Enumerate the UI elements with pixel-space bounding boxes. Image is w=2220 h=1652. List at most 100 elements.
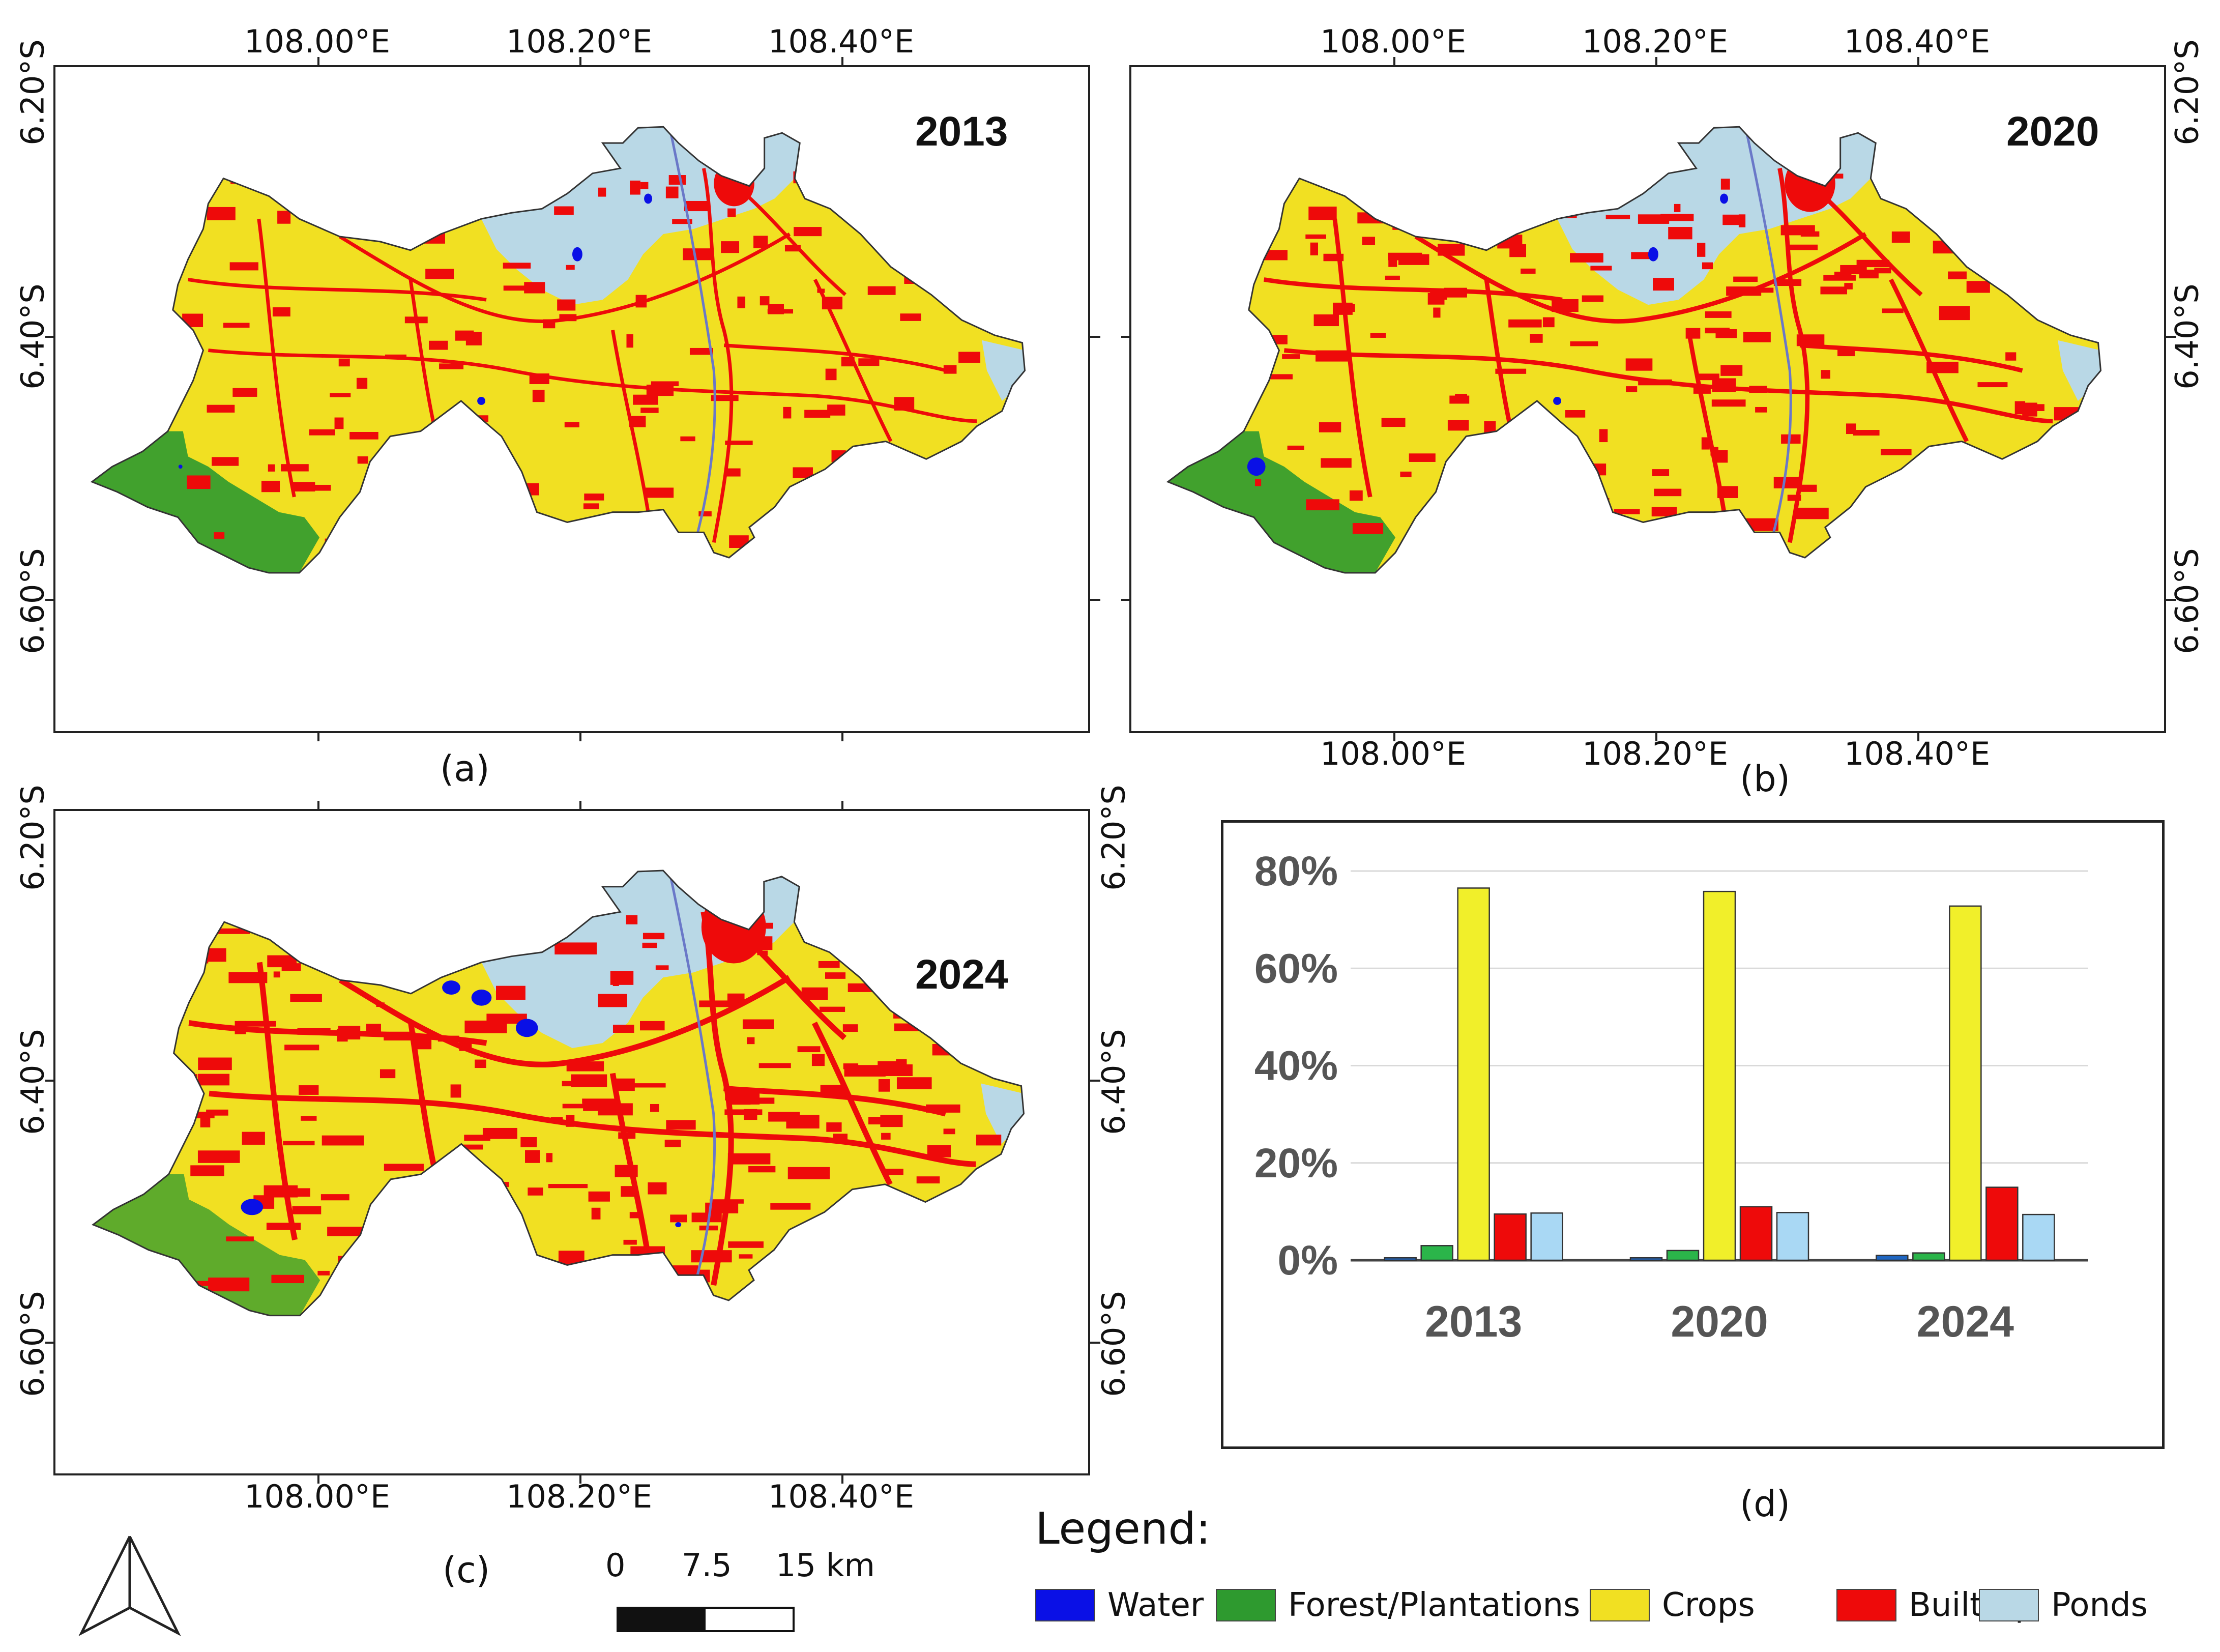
builtup-patch [349,431,378,440]
builtup-patch [472,917,492,926]
builtup-patch [1795,507,1829,519]
road [256,962,298,1240]
builtup-patch [495,986,525,1000]
builtup-patch [266,1223,301,1230]
builtup-patch [588,1191,610,1202]
builtup-patch [320,1194,349,1201]
legend-swatch [1035,1589,1095,1621]
builtup-patch [1381,418,1406,427]
builtup-patch [1385,275,1400,280]
builtup-patch [529,373,549,384]
builtup-patch [1653,278,1674,291]
builtup-patch [1256,250,1288,260]
scale-tick-15: 15 km [776,1547,875,1584]
builtup-patch [1926,361,1959,373]
builtup-patch [277,211,291,224]
lon-label-108-00: 108.00°E [244,1478,391,1515]
builtup-patch [284,1045,319,1051]
builtup-patch [1412,173,1441,185]
builtup-patch [1626,386,1638,392]
builtup-patch [727,1153,771,1165]
builtup-patch [932,1044,971,1056]
builtup-patch [858,358,880,366]
builtup-patch [528,1187,543,1196]
builtup-patch [1703,527,1726,541]
builtup-patch [1349,490,1363,501]
builtup-patch [1614,509,1640,514]
builtup-patch [1352,523,1384,534]
builtup-patch [431,926,468,939]
bar-crops-2020 [1703,890,1736,1261]
builtup-patch [1966,281,1990,293]
builtup-patch [1781,434,1801,444]
builtup-patch [1319,422,1341,432]
builtup-patch [415,925,439,939]
builtup-patch [1726,286,1762,296]
bar-built-up-2020 [1739,1206,1773,1261]
builtup-patch [562,1081,596,1087]
builtup-patch [758,1063,791,1068]
builtup-patch [1593,463,1606,476]
builtup-patch [2018,187,2053,199]
panel-caption-d: (d) [1740,1483,1791,1525]
road [723,343,947,372]
bar-crops-2024 [1949,905,1982,1261]
water-body [572,247,582,262]
builtup-patch [207,404,235,413]
builtup-patch [583,503,599,509]
builtup-patch [786,1115,820,1129]
builtup-patch [725,440,753,445]
builtup-patch [1257,207,1268,221]
builtup-patch [1916,504,1945,515]
scale-bar [617,1607,795,1632]
builtup-patch [851,1285,873,1296]
builtup-patch [1853,430,1880,436]
builtup-patch [1828,173,1844,179]
bar-ponds-2013 [1530,1212,1563,1261]
builtup-patch [392,925,414,932]
builtup-patch [427,195,436,206]
builtup-patch [612,1025,634,1033]
y-tick-label: 80% [1254,848,1338,894]
river [669,132,716,548]
builtup-patch [1585,498,1610,506]
builtup-patch [783,407,792,419]
lon-label-108-00: 108.00°E [244,23,391,60]
builtup-patch [705,1202,739,1213]
builtup-patch [1674,204,1681,212]
builtup-patch [943,365,957,374]
builtup-patch [559,314,577,322]
builtup-patch [727,993,745,1003]
builtup-patch [1409,453,1436,462]
builtup-patch [854,489,870,497]
bar-chart-frame: 0% 20% 40% 60% 80% 2013 2020 2024 [1221,820,2165,1449]
ponds-area [1557,127,1876,305]
builtup-patch [1539,454,1549,465]
builtup-patch [767,533,786,540]
legend-item-water: Water [1035,1586,1204,1624]
builtup-patch [301,1116,317,1121]
builtup-patch [900,313,921,321]
builtup-patch [822,297,843,310]
builtup-patch [834,1284,844,1296]
builtup-patch [1570,341,1598,346]
builtup-patch [842,1024,858,1032]
builtup-patch [238,1021,276,1027]
builtup-patch [384,1164,424,1171]
builtup-patch [557,299,576,311]
builtup-patch [1711,399,1746,407]
builtup-patch [616,1078,635,1091]
district-boundary [91,870,1025,1317]
builtup-patch [448,1234,464,1249]
builtup-patch [748,1166,776,1173]
builtup-patch [1455,394,1467,401]
builtup-patch [737,296,746,308]
builtup-patch [1773,279,1802,286]
builtup-patch [1878,528,1888,538]
builtup-patch [334,417,344,429]
builtup-patch [768,304,784,314]
water-body [471,990,492,1006]
builtup-patch [1310,242,1318,255]
builtup-patch [342,513,354,522]
bar-ponds-2024 [2022,1213,2055,1261]
